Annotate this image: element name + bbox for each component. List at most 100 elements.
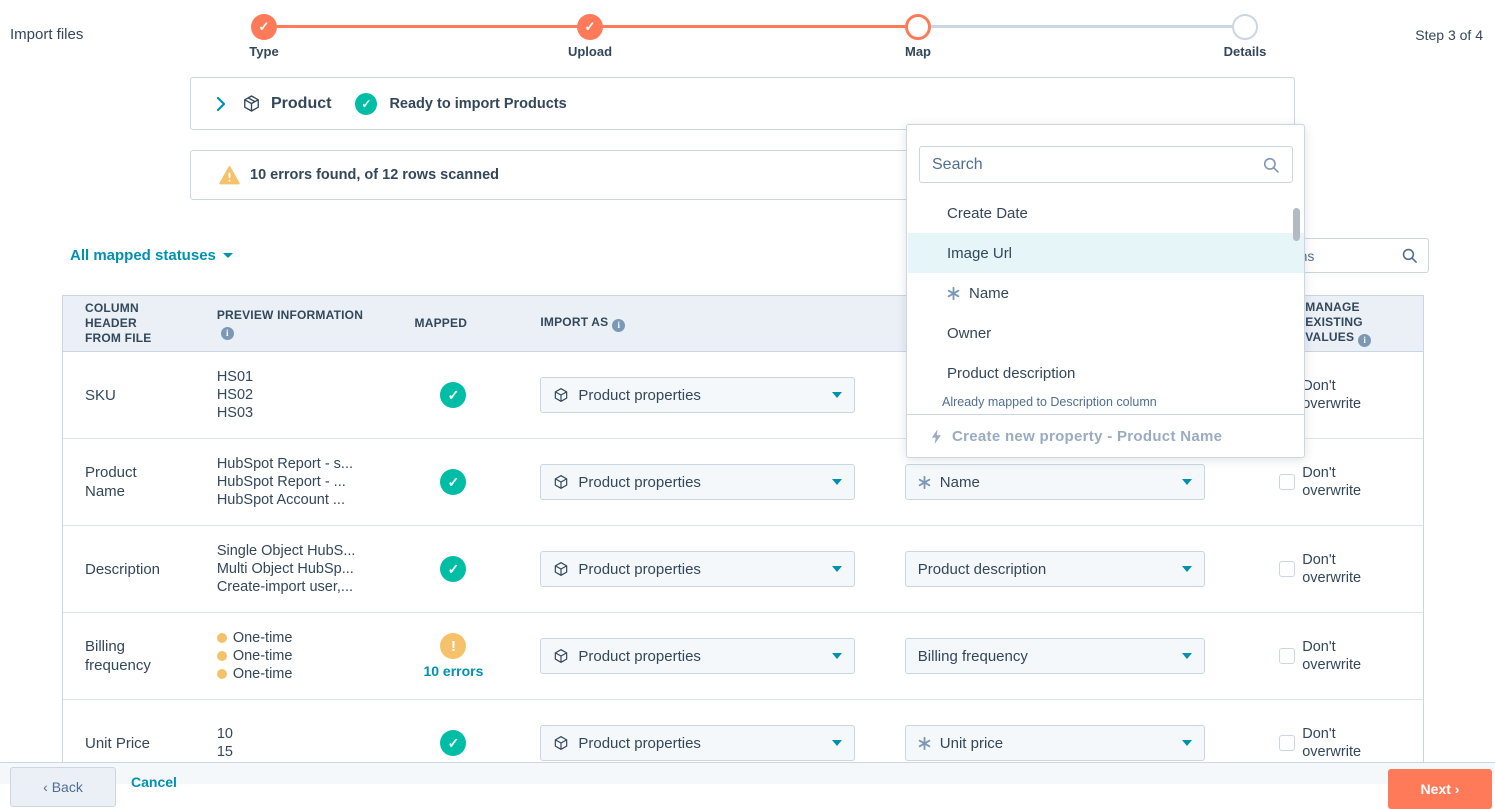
property-dropdown[interactable]: Unit price: [904, 725, 1205, 761]
required-asterisk-icon: [918, 475, 931, 489]
dropdown-options-list: Create Date Image Url Name Owner Product…: [908, 193, 1304, 419]
row-column-header: Billing frequency: [85, 638, 151, 674]
product-cube-icon: [553, 735, 569, 751]
stepper-step-label: Upload: [567, 44, 613, 59]
mapped-check-icon: ✓: [440, 556, 467, 582]
dropdown-option[interactable]: Owner: [908, 313, 1304, 353]
stepper-step-label: Map: [905, 44, 931, 59]
errors-banner-message: 10 errors found, of 12 rows scanned: [250, 167, 499, 183]
warning-triangle-icon: [219, 165, 240, 185]
table-body: SKU HS01 HS02 HS03 ✓ Product properties Do…: [63, 352, 1423, 783]
chevron-down-icon: [832, 479, 843, 485]
create-new-property-action[interactable]: Create new property - Product Name: [907, 414, 1304, 457]
stepper-step-circle[interactable]: ✓: [577, 14, 603, 40]
dropdown-search-input[interactable]: [932, 155, 1262, 174]
info-icon[interactable]: i: [220, 326, 234, 340]
dropdown-option-label: Name: [969, 284, 1010, 302]
table-row: Billing frequency One-time One-time One-ti…: [63, 613, 1423, 700]
chevron-down-icon: [832, 653, 843, 659]
preview-line: 15: [216, 744, 233, 760]
info-icon[interactable]: i: [1358, 334, 1372, 347]
chevron-down-icon: [832, 566, 843, 572]
mapped-status-filter[interactable]: All mapped statuses: [70, 247, 233, 264]
col-mapped: MAPPED: [414, 316, 468, 330]
info-icon[interactable]: i: [612, 319, 626, 332]
stepper-step-circle[interactable]: ✓: [251, 14, 277, 40]
row-property-cell: Product description: [895, 526, 1269, 612]
product-cube-icon: [553, 474, 569, 490]
property-value: Billing frequency: [917, 647, 1028, 665]
enum-value-dot-icon: [216, 669, 227, 679]
row-mapped-status: ✓: [440, 730, 467, 756]
dropdown-option[interactable]: Product description: [908, 353, 1304, 393]
import-as-dropdown[interactable]: Product properties: [540, 464, 856, 500]
dropdown-search-box[interactable]: [919, 146, 1293, 183]
preview-line: Create-import user,...: [216, 579, 353, 595]
mapped-check-icon: ✓: [440, 469, 467, 495]
bolt-icon: [931, 428, 942, 444]
property-value: Unit price: [939, 734, 1004, 752]
chevron-down-icon: [222, 253, 233, 258]
row-column-header: Product Name: [85, 464, 137, 500]
col-preview-information: PREVIEW INFORMATIONi: [216, 307, 364, 340]
dropdown-scrollbar[interactable]: [1293, 208, 1300, 241]
dropdown-option-label: Owner: [947, 324, 992, 342]
product-ready-status: Ready to import Products: [389, 95, 567, 112]
import-as-dropdown[interactable]: Product properties: [540, 638, 856, 674]
col-header-from-file: COLUMN HEADER FROM FILE: [85, 301, 152, 345]
stepper-step-label: Type: [249, 44, 279, 59]
import-as-value: Product properties: [578, 647, 701, 665]
product-object-name: Product: [271, 94, 332, 112]
row-property-cell: Billing frequency: [895, 613, 1269, 699]
import-as-dropdown[interactable]: Product properties: [540, 551, 856, 587]
product-cube-icon: [242, 94, 261, 113]
ready-check-icon: ✓: [355, 92, 378, 115]
chevron-down-icon: [1181, 653, 1192, 659]
import-as-dropdown[interactable]: Product properties: [540, 725, 856, 761]
row-property-cell: Unit price: [895, 700, 1269, 783]
property-dropdown[interactable]: Product description: [904, 551, 1205, 587]
footer-bar: ‹ Back Cancel Next ›: [0, 762, 1495, 809]
cancel-link[interactable]: Cancel: [131, 774, 177, 790]
search-icon: [1262, 156, 1280, 174]
dropdown-option-label: Image Url: [947, 244, 1013, 262]
property-dropdown[interactable]: Billing frequency: [904, 638, 1205, 674]
stepper-step-circle[interactable]: [905, 14, 931, 40]
chevron-down-icon: [832, 740, 843, 746]
mapped-error-count[interactable]: 10 errors: [423, 663, 484, 679]
dont-overwrite-label: Don't overwrite: [1302, 552, 1362, 586]
product-cube-icon: [553, 387, 569, 403]
row-mapped-status: ! 10 errors: [423, 633, 483, 679]
property-dropdown[interactable]: Name: [904, 464, 1205, 500]
dont-overwrite-checkbox[interactable]: [1279, 561, 1296, 577]
property-value: Name: [939, 473, 980, 491]
dont-overwrite-checkbox[interactable]: [1279, 735, 1296, 751]
required-asterisk-icon: [918, 736, 931, 750]
next-button[interactable]: Next ›: [1388, 769, 1492, 809]
mapped-check-icon: ✓: [440, 730, 467, 756]
chevron-right-icon[interactable]: [214, 96, 228, 112]
table-row: Product Name HubSpot Report - s... HubSpo…: [63, 439, 1423, 526]
dropdown-option-label: Product description: [947, 364, 1076, 382]
row-property-cell: Name: [895, 439, 1269, 525]
dont-overwrite-checkbox[interactable]: [1279, 648, 1296, 664]
stepper-line-complete: [603, 25, 905, 28]
dont-overwrite-label: Don't overwrite: [1302, 639, 1362, 673]
dont-overwrite-label: Don't overwrite: [1302, 465, 1362, 499]
product-cube-icon: [553, 561, 569, 577]
stepper-step-label: Details: [1223, 44, 1267, 59]
dont-overwrite-checkbox[interactable]: [1279, 474, 1296, 490]
chevron-down-icon: [1181, 740, 1192, 746]
col-manage-existing-values: MANAGE EXISTING VALUES i: [1269, 296, 1423, 351]
dropdown-option[interactable]: Name: [908, 273, 1304, 313]
row-column-header: Unit Price: [85, 734, 151, 752]
dropdown-option[interactable]: Create Date: [908, 193, 1304, 233]
dont-overwrite-label: Don't overwrite: [1302, 726, 1362, 760]
product-import-panel[interactable]: Product ✓ Ready to import Products: [190, 77, 1295, 130]
back-button[interactable]: ‹ Back: [10, 767, 116, 807]
preview-line: HS02: [216, 387, 254, 403]
row-preview: HubSpot Report - s... HubSpot Report - ..…: [217, 455, 353, 509]
import-as-dropdown[interactable]: Product properties: [540, 377, 856, 413]
stepper-step-circle[interactable]: [1232, 14, 1258, 40]
dropdown-option[interactable]: Image Url: [908, 233, 1304, 273]
